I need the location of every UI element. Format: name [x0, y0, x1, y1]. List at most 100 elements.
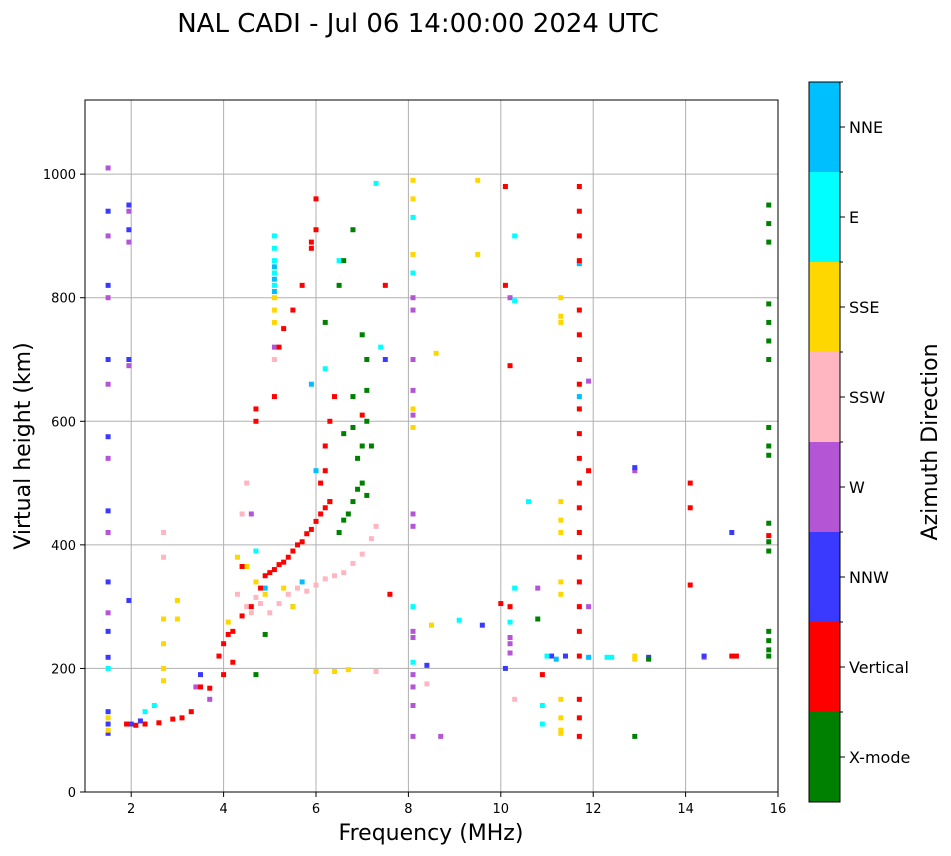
- point-nnw: [549, 653, 555, 659]
- point-w: [410, 387, 416, 393]
- point-vertical: [230, 659, 236, 665]
- point-sse: [410, 251, 416, 257]
- point-w: [586, 378, 592, 384]
- point-x-mode: [350, 227, 356, 233]
- point-sse: [558, 715, 564, 721]
- colorbar-label-item: X-mode: [849, 748, 910, 767]
- point-vertical: [576, 184, 582, 189]
- point-w: [410, 295, 416, 301]
- point-vertical: [285, 554, 291, 560]
- point-sse: [632, 653, 638, 659]
- colorbar-label-item: Vertical: [849, 658, 909, 677]
- point-x-mode: [350, 424, 356, 430]
- point-vertical: [576, 480, 582, 486]
- point-x-mode: [766, 221, 772, 227]
- plot-background: [85, 100, 778, 792]
- point-ssw: [161, 530, 167, 535]
- point-nnw: [105, 208, 111, 214]
- point-x-mode: [322, 319, 328, 325]
- point-nnw: [105, 508, 111, 514]
- point-vertical: [276, 344, 282, 350]
- point-vertical: [179, 715, 185, 721]
- point-vertical: [188, 709, 194, 715]
- point-x-mode: [350, 499, 356, 505]
- point-e: [271, 233, 277, 239]
- point-vertical: [322, 443, 328, 449]
- point-vertical: [502, 184, 508, 189]
- point-sse: [244, 563, 250, 569]
- point-ssw: [248, 610, 254, 616]
- point-w: [410, 635, 416, 641]
- point-e: [142, 709, 148, 715]
- point-vertical: [322, 468, 328, 474]
- point-nnw: [105, 282, 111, 288]
- point-nnw: [126, 597, 132, 603]
- point-e: [539, 703, 545, 708]
- point-sse: [558, 530, 564, 535]
- point-ssw: [234, 591, 240, 597]
- point-vertical: [766, 533, 772, 539]
- point-sse: [234, 554, 240, 560]
- point-ssw: [267, 610, 273, 616]
- point-vertical: [248, 604, 254, 610]
- point-w: [126, 363, 132, 369]
- point-e: [336, 258, 342, 264]
- point-vertical: [576, 530, 582, 535]
- point-x-mode: [766, 548, 772, 554]
- point-vertical: [576, 554, 582, 560]
- point-vertical: [576, 733, 582, 739]
- point-w: [410, 628, 416, 634]
- point-x-mode: [766, 638, 772, 644]
- point-w: [105, 165, 111, 171]
- point-vertical: [225, 631, 231, 637]
- x-tick-label: 8: [404, 802, 412, 817]
- point-vertical: [318, 480, 324, 486]
- point-w: [507, 641, 513, 647]
- series-e: [105, 180, 615, 727]
- colorbar-swatch: [809, 712, 840, 802]
- point-vertical: [271, 394, 277, 400]
- point-sse: [105, 715, 111, 721]
- point-e: [456, 617, 462, 623]
- point-nne: [313, 468, 319, 474]
- point-sse: [475, 177, 481, 183]
- x-axis-ticks: 2 4 6 8 10 12 14 16: [127, 792, 786, 817]
- point-x-mode: [766, 539, 772, 545]
- point-x-mode: [336, 530, 342, 535]
- point-x-mode: [766, 452, 772, 458]
- point-e: [526, 499, 532, 505]
- point-vertical: [331, 394, 337, 400]
- point-w: [438, 733, 444, 739]
- point-x-mode: [364, 387, 370, 393]
- point-x-mode: [336, 282, 342, 288]
- point-x-mode: [355, 455, 361, 461]
- point-vertical: [295, 542, 301, 548]
- point-sse: [262, 591, 268, 597]
- y-axis-label: Virtual height (km): [11, 342, 36, 549]
- point-vertical: [576, 332, 582, 338]
- point-sse: [558, 319, 564, 325]
- point-w: [410, 672, 416, 678]
- point-vertical: [253, 406, 259, 412]
- point-vertical: [308, 239, 314, 245]
- point-nne: [299, 579, 305, 585]
- point-vertical: [502, 282, 508, 288]
- point-ssw: [359, 551, 365, 557]
- point-vertical: [308, 245, 314, 251]
- colorbar-swatch: [809, 82, 840, 172]
- point-ssw: [161, 554, 167, 560]
- point-nnw: [126, 227, 132, 233]
- point-sse: [105, 727, 111, 733]
- point-nnw: [105, 628, 111, 634]
- colorbar-label-item: SSE: [849, 298, 879, 317]
- point-sse: [271, 319, 277, 325]
- point-vertical: [576, 653, 582, 659]
- point-ssw: [258, 601, 264, 607]
- point-nnw: [632, 465, 638, 471]
- point-sse: [161, 665, 167, 671]
- point-sse: [410, 406, 416, 412]
- point-vertical: [156, 720, 162, 726]
- point-w: [193, 684, 199, 690]
- point-x-mode: [766, 647, 772, 653]
- point-vertical: [318, 511, 324, 517]
